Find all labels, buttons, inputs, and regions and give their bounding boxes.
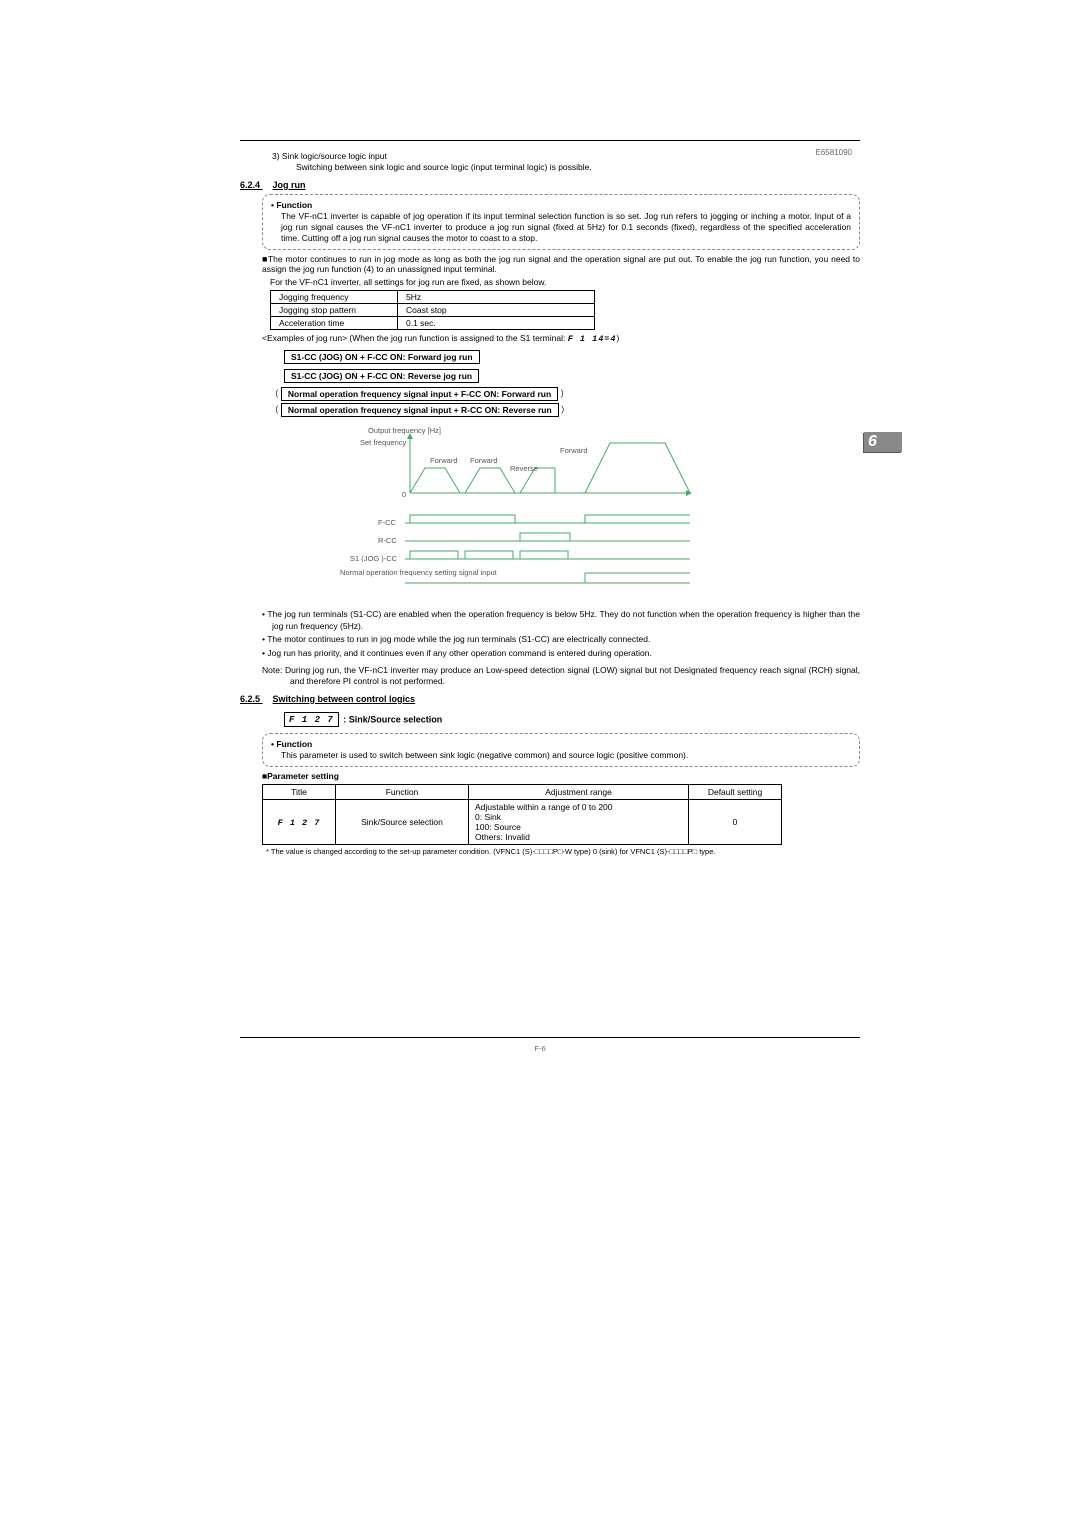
note: Note: During jog run, the VF-nC1 inverte…	[262, 665, 860, 688]
func-title: • Function	[271, 739, 851, 750]
fixed-text: For the VF-nC1 inverter, all settings fo…	[270, 277, 860, 287]
table-row: Jogging frequency5Hz	[271, 291, 595, 304]
svg-text:Reverse: Reverse	[510, 464, 538, 473]
svg-text:Forward: Forward	[560, 446, 588, 455]
motor-text: ■The motor continues to run in jog mode …	[262, 254, 860, 274]
function-box-624: • Function The VF-nC1 inverter is capabl…	[262, 194, 860, 250]
param-code-line: F 1 2 7 : Sink/Source selection	[262, 708, 860, 729]
function-box-625: • Function This parameter is used to swi…	[262, 733, 860, 767]
table-row: Acceleration time0.1 sec.	[271, 317, 595, 330]
intro-item3-title: 3) Sink logic/source logic input	[272, 151, 860, 162]
intro-item3-text: Switching between sink logic and source …	[296, 162, 860, 173]
box2: S1-CC (JOG) ON + F-CC ON: Reverse jog ru…	[284, 369, 479, 383]
adj-range: Adjustable within a range of 0 to 200 0:…	[469, 800, 689, 845]
func-text: This parameter is used to switch between…	[281, 750, 851, 761]
timing-chart: Output frequency [Hz] Set frequency Forw…	[310, 423, 860, 603]
box4-line: （ Normal operation frequency signal inpu…	[270, 403, 860, 417]
param-table: Title Function Adjustment range Default …	[262, 784, 782, 845]
svg-text:F-CC: F-CC	[378, 518, 396, 527]
settings-table: Jogging frequency5Hz Jogging stop patter…	[270, 290, 595, 330]
svg-text:R-CC: R-CC	[378, 536, 397, 545]
list-item: • The jog run terminals (S1-CC) are enab…	[262, 609, 860, 632]
func-text: The VF-nC1 inverter is capable of jog op…	[281, 211, 851, 244]
svg-text:Set frequency: Set frequency	[360, 438, 407, 447]
section-625-heading: 6.2.5 Switching between control logics	[240, 694, 860, 704]
table-row: Jogging stop patternCoast stop	[271, 304, 595, 317]
list-item: • The motor continues to run in jog mode…	[262, 634, 860, 645]
svg-text:Normal operation frequency set: Normal operation frequency setting signa…	[340, 568, 498, 577]
box3-line: （ Normal operation frequency signal inpu…	[270, 387, 860, 401]
list-item: • Jog run has priority, and it continues…	[262, 648, 860, 659]
side-tab: 6	[864, 432, 902, 452]
svg-text:Forward: Forward	[470, 456, 498, 465]
svg-text:S1 (JOG )-CC: S1 (JOG )-CC	[350, 554, 398, 563]
box1: S1-CC (JOG) ON + F-CC ON: Forward jog ru…	[284, 350, 480, 364]
footnote: * The value is changed according to the …	[266, 847, 860, 857]
param-heading: ■Parameter setting	[262, 771, 860, 781]
page-number: F-6	[0, 1044, 1080, 1053]
table-row: Title Function Adjustment range Default …	[263, 785, 782, 800]
table-row: F 1 2 7 Sink/Source selection Adjustable…	[263, 800, 782, 845]
svg-text:Forward: Forward	[430, 456, 458, 465]
svg-text:0: 0	[402, 490, 406, 499]
header-rule	[240, 140, 860, 141]
bullet-list: • The jog run terminals (S1-CC) are enab…	[262, 609, 860, 659]
func-title: • Function	[271, 200, 851, 211]
footer-rule	[240, 1037, 860, 1038]
svg-text:Output frequency [Hz]: Output frequency [Hz]	[368, 426, 441, 435]
section-624-heading: 6.2.4 Jog run	[240, 180, 860, 190]
page: E6581090 6 3) Sink logic/source logic in…	[0, 0, 1080, 1528]
doc-id: E6581090	[816, 148, 852, 157]
examples-title: <Examples of jog run> (When the jog run …	[262, 333, 860, 344]
